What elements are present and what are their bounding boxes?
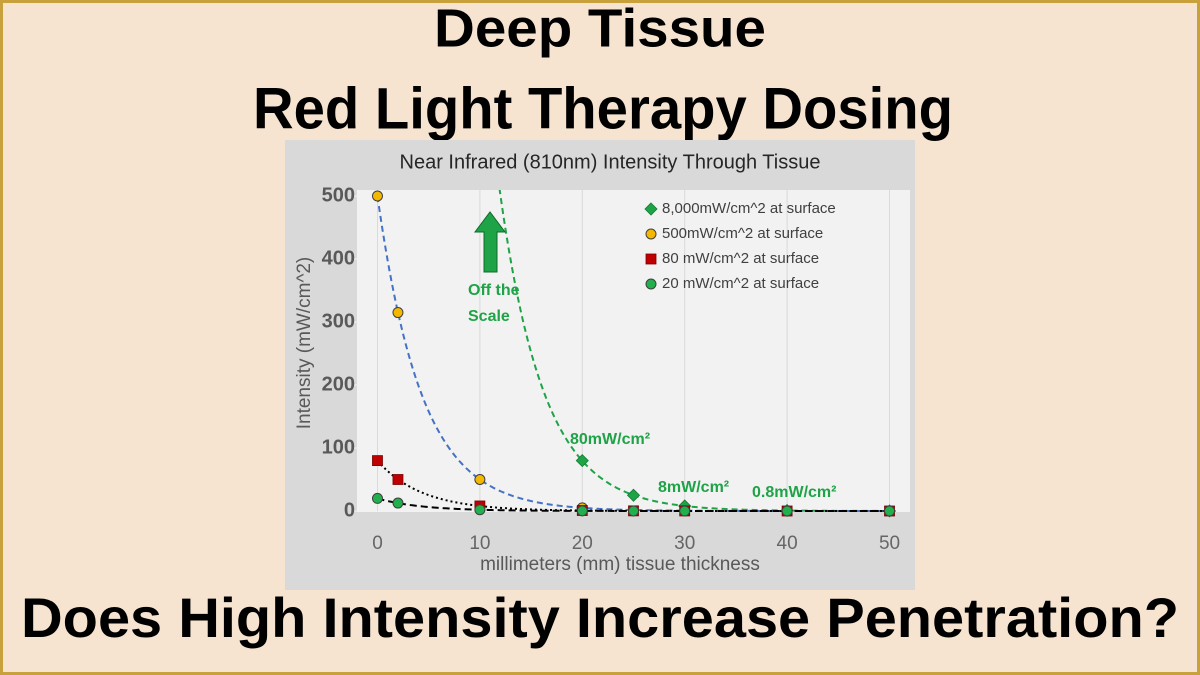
data-point xyxy=(781,505,793,517)
data-point xyxy=(371,190,383,202)
chart-title: Near Infrared (810nm) Intensity Through … xyxy=(400,151,821,173)
annotation: 80mW/cm² xyxy=(570,431,650,448)
y-tick-label: 500 xyxy=(322,184,355,206)
data-point xyxy=(679,505,691,517)
annotation: Off the Scale xyxy=(468,282,520,325)
trendline xyxy=(376,196,890,512)
y-tick-label: 0 xyxy=(344,499,355,521)
x-tick-label: 50 xyxy=(879,533,900,554)
y-tick-label: 400 xyxy=(322,247,355,269)
y-tick-label: 100 xyxy=(322,436,355,458)
legend-label: 8,000mW/cm^2 at surface xyxy=(662,200,836,217)
data-point xyxy=(575,454,589,468)
data-point xyxy=(884,505,896,517)
data-point xyxy=(392,497,404,509)
plot-area xyxy=(357,190,910,512)
legend-label: 80 mW/cm^2 at surface xyxy=(662,250,819,267)
annotation: 0.8mW/cm² xyxy=(752,484,836,501)
y-axis-title: Intensity (mW/cm^2) xyxy=(294,257,315,430)
x-tick-label: 20 xyxy=(572,533,593,554)
data-point xyxy=(392,474,404,485)
legend-marker xyxy=(645,278,657,290)
y-tick-label: 200 xyxy=(322,373,355,395)
legend-marker xyxy=(644,202,658,216)
data-point xyxy=(576,505,588,517)
data-point xyxy=(474,474,486,485)
data-point xyxy=(474,504,486,516)
legend-label: 20 mW/cm^2 at surface xyxy=(662,275,819,292)
x-tick-label: 40 xyxy=(777,533,798,554)
x-tick-label: 30 xyxy=(674,533,695,554)
annotation: 8mW/cm² xyxy=(658,479,729,496)
x-tick-label: 0 xyxy=(372,533,383,554)
data-point xyxy=(371,492,383,504)
title-line: Deep Tissue xyxy=(434,0,766,58)
off-scale-arrow xyxy=(474,211,506,273)
title-line: Red Light Therapy Dosing xyxy=(253,76,953,141)
legend-marker xyxy=(645,253,657,265)
annotation-line: Scale xyxy=(468,308,510,325)
data-point xyxy=(372,455,383,467)
legend-marker xyxy=(645,228,657,240)
y-tick-label: 300 xyxy=(322,310,355,332)
x-tick-label: 10 xyxy=(469,533,490,554)
x-axis-title: millimeters (mm) tissue thickness xyxy=(480,554,760,575)
annotation-line: Off the xyxy=(468,282,520,299)
data-point xyxy=(626,488,641,502)
data-point xyxy=(628,505,639,517)
legend-label: 500mW/cm^2 at surface xyxy=(662,225,823,242)
data-point xyxy=(392,307,404,319)
question: Does High Intensity Increase Penetration… xyxy=(21,586,1179,649)
